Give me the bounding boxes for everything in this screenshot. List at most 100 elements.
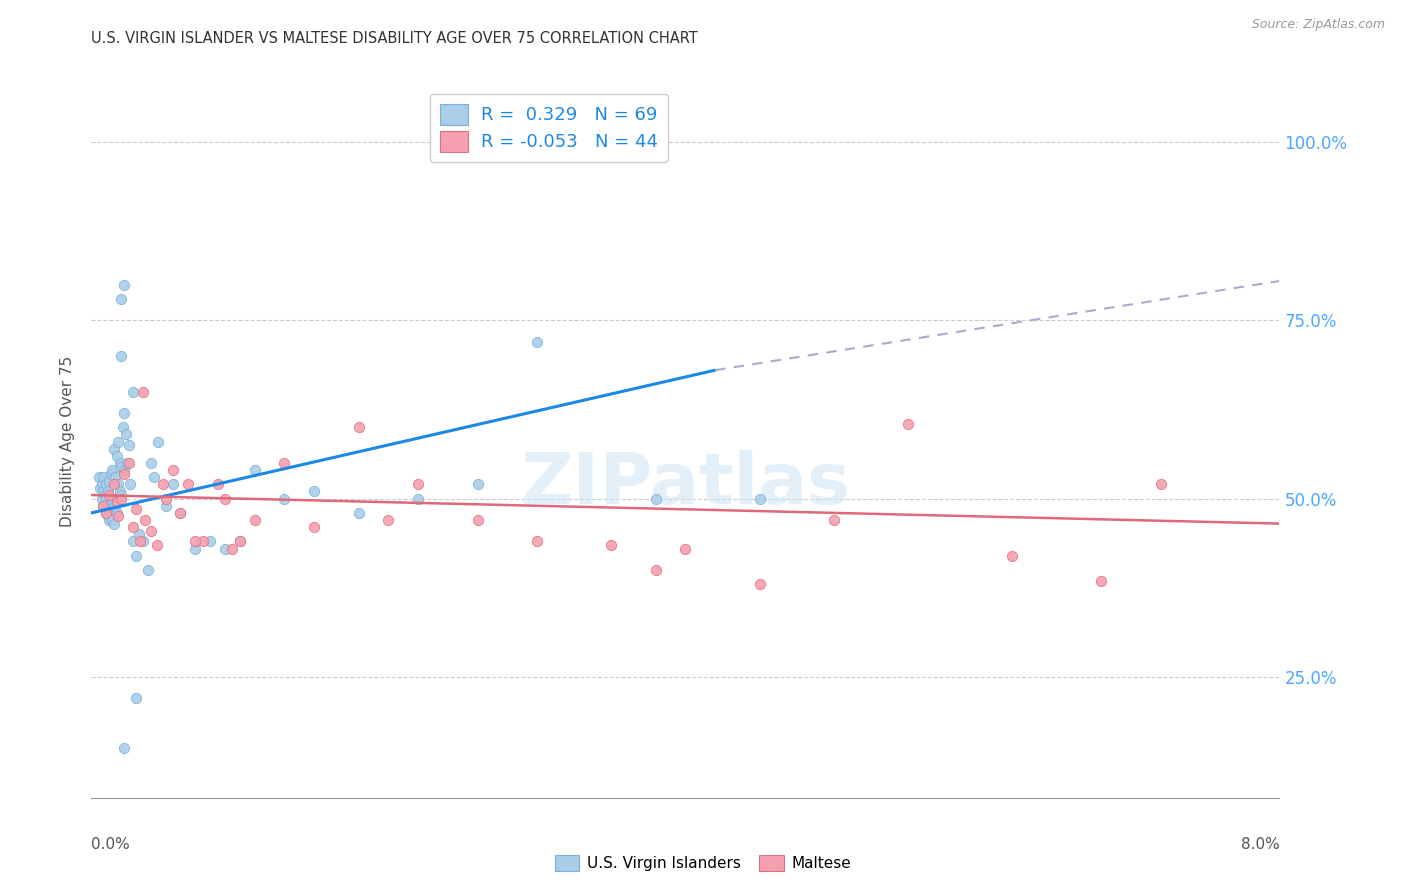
Point	[90, 477, 112, 491]
Point	[152, 477, 174, 491]
Point	[103, 491, 125, 506]
Point	[103, 477, 125, 491]
Point	[112, 463, 135, 477]
Text: 8.0%: 8.0%	[1240, 837, 1279, 852]
Point	[96, 506, 118, 520]
Point	[526, 534, 548, 549]
Point	[897, 417, 920, 431]
Point	[132, 384, 155, 399]
Point	[112, 406, 135, 420]
Point	[104, 470, 127, 484]
Point	[96, 477, 118, 491]
Legend: R =  0.329   N = 69, R = -0.053   N = 44: R = 0.329 N = 69, R = -0.053 N = 44	[430, 94, 668, 161]
Point	[214, 491, 236, 506]
Point	[467, 477, 489, 491]
Point	[100, 502, 122, 516]
Point	[748, 491, 770, 506]
Point	[243, 513, 266, 527]
Point	[748, 577, 770, 591]
Point	[110, 292, 132, 306]
Point	[94, 488, 117, 502]
Point	[406, 491, 429, 506]
Point	[644, 491, 666, 506]
Point	[142, 470, 165, 484]
Point	[200, 534, 222, 549]
Point	[101, 513, 124, 527]
Point	[273, 491, 295, 506]
Point	[184, 534, 207, 549]
Point	[108, 484, 131, 499]
Point	[273, 456, 295, 470]
Point	[110, 459, 132, 474]
Point	[673, 541, 696, 556]
Point	[98, 474, 121, 488]
Point	[207, 477, 229, 491]
Point	[87, 470, 110, 484]
Point	[91, 484, 114, 499]
Point	[103, 442, 125, 456]
Point	[110, 488, 132, 502]
Point	[177, 477, 200, 491]
Point	[118, 477, 141, 491]
Point	[101, 495, 124, 509]
Point	[467, 513, 489, 527]
Point	[100, 467, 122, 481]
Point	[117, 438, 139, 452]
Point	[107, 477, 129, 491]
Point	[162, 477, 184, 491]
Point	[108, 456, 131, 470]
Point	[112, 277, 135, 292]
Point	[214, 541, 236, 556]
Point	[107, 434, 129, 449]
Text: ZIPatlas: ZIPatlas	[520, 450, 851, 519]
Point	[101, 463, 124, 477]
Point	[94, 502, 117, 516]
Point	[243, 463, 266, 477]
Point	[347, 506, 370, 520]
Point	[145, 538, 167, 552]
Point	[229, 534, 252, 549]
Point	[139, 524, 162, 538]
Point	[600, 538, 623, 552]
Point	[129, 534, 152, 549]
Point	[105, 495, 128, 509]
Point	[125, 502, 148, 516]
Point	[169, 506, 191, 520]
Point	[823, 513, 845, 527]
Point	[105, 506, 128, 520]
Point	[97, 509, 120, 524]
Text: 0.0%: 0.0%	[91, 837, 131, 852]
Legend: U.S. Virgin Islanders, Maltese: U.S. Virgin Islanders, Maltese	[548, 849, 858, 877]
Point	[377, 513, 399, 527]
Point	[96, 506, 118, 520]
Point	[122, 534, 145, 549]
Point	[155, 491, 177, 506]
Point	[91, 499, 114, 513]
Point	[302, 484, 325, 499]
Point	[229, 534, 252, 549]
Point	[110, 491, 132, 506]
Point	[112, 741, 135, 756]
Point	[91, 499, 114, 513]
Point	[1001, 549, 1024, 563]
Point	[155, 499, 177, 513]
Point	[97, 484, 120, 499]
Point	[169, 506, 191, 520]
Point	[98, 499, 121, 513]
Point	[96, 491, 118, 506]
Point	[112, 467, 135, 481]
Point	[128, 527, 150, 541]
Point	[89, 481, 111, 495]
Point	[122, 384, 145, 399]
Point	[117, 456, 139, 470]
Point	[136, 563, 159, 577]
Point	[98, 513, 121, 527]
Point	[184, 541, 207, 556]
Point	[132, 534, 155, 549]
Point	[221, 541, 243, 556]
Point	[104, 499, 127, 513]
Point	[347, 420, 370, 434]
Point	[125, 549, 148, 563]
Point	[406, 477, 429, 491]
Point	[162, 463, 184, 477]
